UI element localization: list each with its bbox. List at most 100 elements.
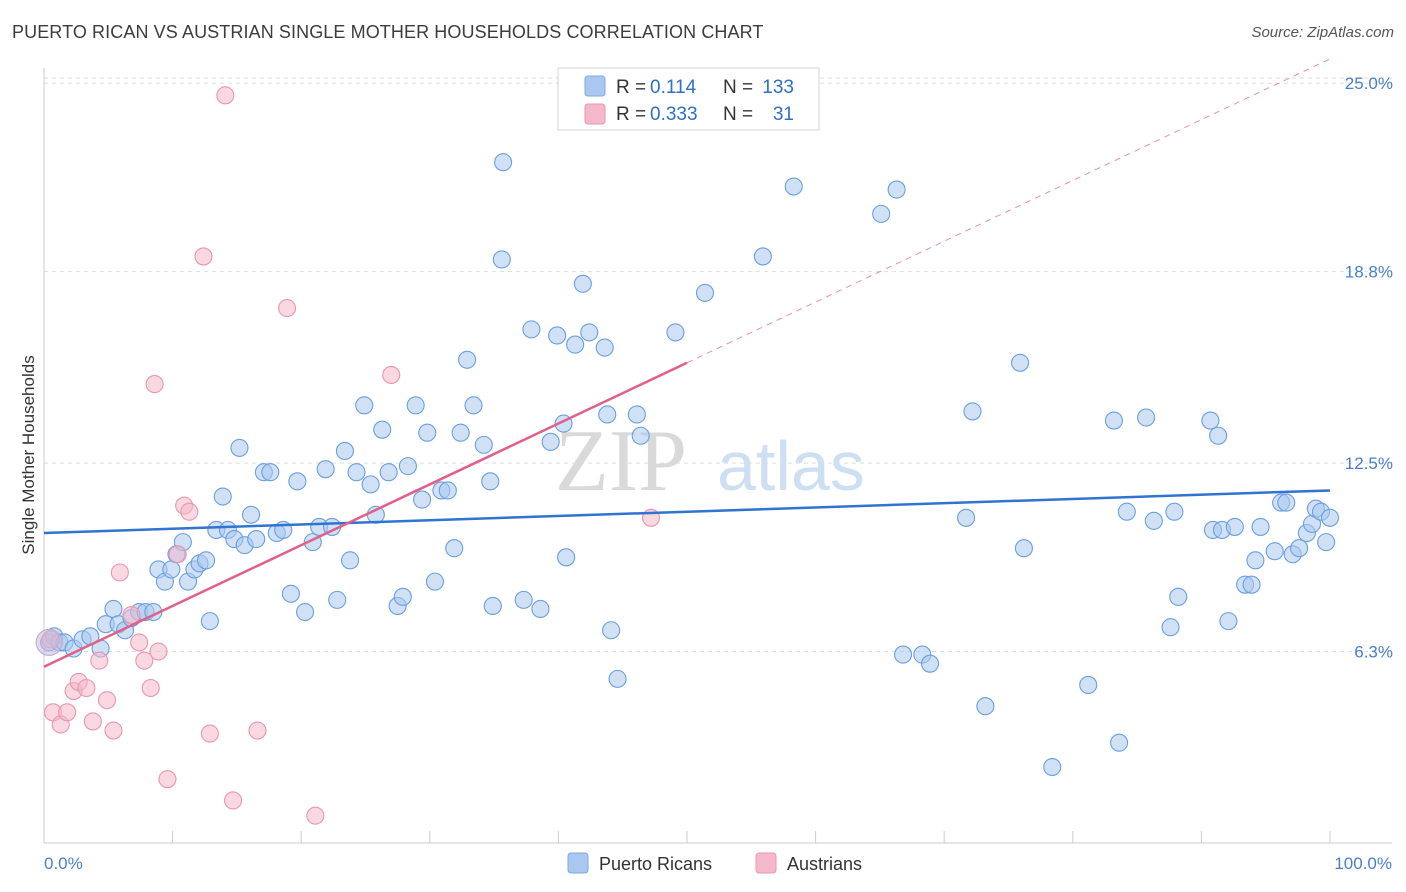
point-puerto-ricans-76 (548, 326, 567, 345)
point-puerto-ricans-89 (695, 283, 715, 302)
point-puerto-ricans-126 (1290, 539, 1309, 558)
point-puerto-ricans-79 (566, 335, 585, 354)
trend-lines (43, 58, 1331, 668)
point-puerto-ricans-33 (247, 530, 266, 549)
point-austrians-27 (278, 299, 297, 318)
point-puerto-ricans-48 (347, 463, 366, 482)
bottom-legend-swatch-austrians (755, 852, 777, 874)
point-puerto-ricans-102 (1043, 757, 1062, 777)
point-puerto-ricans-39 (288, 472, 307, 491)
x-tick-label-min: 0.0% (44, 854, 83, 873)
point-puerto-ricans-121 (1251, 517, 1270, 536)
point-puerto-ricans-111 (1169, 587, 1188, 606)
watermark-zip: ZIP (555, 413, 687, 510)
y-tick-label-3: 25.0% (1345, 74, 1393, 93)
point-puerto-ricans-58 (413, 490, 432, 509)
point-puerto-ricans-81 (580, 323, 599, 342)
point-puerto-ricans-65 (458, 350, 477, 369)
bottom-legend-swatch-puerto-ricans (567, 852, 589, 874)
point-puerto-ricans-108 (1144, 511, 1163, 530)
source-label: Source: ZipAtlas.com (1251, 24, 1394, 41)
point-puerto-ricans-103 (1079, 675, 1098, 695)
legend-r-value-1: 0.114 (650, 77, 697, 98)
y-tick-label-2: 18.8% (1345, 263, 1393, 282)
point-puerto-ricans-83 (598, 405, 617, 424)
point-puerto-ricans-62 (438, 481, 457, 500)
legend-r-label-1: R = (616, 77, 646, 98)
point-puerto-ricans-114 (1209, 426, 1228, 445)
point-puerto-ricans-30 (230, 438, 249, 457)
series-legend: Puerto Ricans Austrians (567, 852, 862, 874)
point-puerto-ricans-46 (335, 441, 354, 460)
point-austrians-6 (77, 678, 96, 698)
point-puerto-ricans-131 (1317, 533, 1336, 552)
point-puerto-ricans-117 (1225, 517, 1244, 536)
point-puerto-ricans-84 (602, 621, 621, 640)
legend-n-value-2: 31 (773, 104, 794, 125)
point-puerto-ricans-49 (355, 396, 374, 415)
point-austrians-24 (216, 86, 235, 105)
trend-line-puerto-ricans (43, 489, 1331, 535)
point-puerto-ricans-40 (296, 602, 315, 622)
point-puerto-ricans-82 (595, 338, 614, 357)
point-puerto-ricans-122 (1265, 542, 1284, 561)
point-austrians-17 (149, 642, 168, 661)
point-puerto-ricans-69 (483, 596, 502, 615)
stats-legend: R = 0.114 N = 133 R = 0.333 N = 31 (557, 67, 820, 131)
point-austrians-10 (104, 721, 123, 740)
point-puerto-ricans-67 (474, 435, 493, 454)
point-puerto-ricans-43 (316, 460, 335, 479)
point-austrians-13 (130, 633, 149, 652)
point-puerto-ricans-56 (398, 457, 417, 476)
point-puerto-ricans-32 (241, 505, 261, 524)
point-austrians-9 (97, 691, 117, 710)
point-puerto-ricans-99 (976, 697, 995, 716)
point-puerto-ricans-24 (196, 551, 216, 570)
point-puerto-ricans-9 (104, 599, 123, 619)
point-puerto-ricans-132 (1320, 508, 1340, 527)
grid (44, 77, 1392, 653)
point-austrians-21 (180, 502, 199, 521)
point-austrians-7 (83, 712, 102, 731)
legend-swatch-austrians (584, 103, 606, 125)
point-austrians-8 (90, 651, 109, 670)
point-puerto-ricans-68 (481, 472, 500, 491)
point-puerto-ricans-75 (541, 432, 560, 451)
point-puerto-ricans-124 (1277, 493, 1296, 512)
point-puerto-ricans-105 (1110, 733, 1129, 752)
point-puerto-ricans-72 (514, 590, 533, 609)
legend-n-label-1: N = (723, 77, 753, 98)
point-puerto-ricans-47 (341, 551, 360, 570)
point-austrians-15 (141, 678, 160, 698)
point-puerto-ricans-104 (1104, 411, 1124, 430)
point-puerto-ricans-18 (162, 560, 181, 579)
point-austrians-16 (145, 375, 164, 394)
y-axis-label: Single Mother Households (19, 355, 38, 554)
point-puerto-ricans-109 (1161, 618, 1180, 637)
trend-line-extension-austrians (686, 58, 1331, 364)
point-puerto-ricans-98 (963, 402, 982, 421)
point-puerto-ricans-52 (373, 420, 392, 439)
legend-n-value-1: 133 (762, 77, 794, 98)
point-austrians-23 (200, 724, 219, 743)
point-puerto-ricans-27 (213, 487, 232, 506)
point-cluster-origin (35, 628, 63, 656)
point-puerto-ricans-73 (522, 320, 541, 339)
data-points (35, 86, 1340, 825)
point-austrians-22 (194, 247, 213, 266)
point-puerto-ricans-70 (492, 250, 511, 269)
point-puerto-ricans-120 (1246, 551, 1265, 570)
point-austrians-14 (135, 651, 154, 670)
point-puerto-ricans-53 (379, 463, 398, 482)
point-austrians-25 (223, 791, 243, 810)
point-puerto-ricans-78 (557, 548, 576, 567)
x-ticks (43, 831, 1331, 843)
point-puerto-ricans-74 (531, 599, 550, 619)
point-puerto-ricans-57 (406, 396, 425, 415)
bottom-legend-label-austrians: Austrians (787, 854, 862, 874)
point-puerto-ricans-60 (425, 572, 444, 591)
point-puerto-ricans-92 (872, 204, 891, 223)
point-austrians-28 (306, 806, 325, 825)
legend-n-label-2: N = (723, 104, 753, 125)
